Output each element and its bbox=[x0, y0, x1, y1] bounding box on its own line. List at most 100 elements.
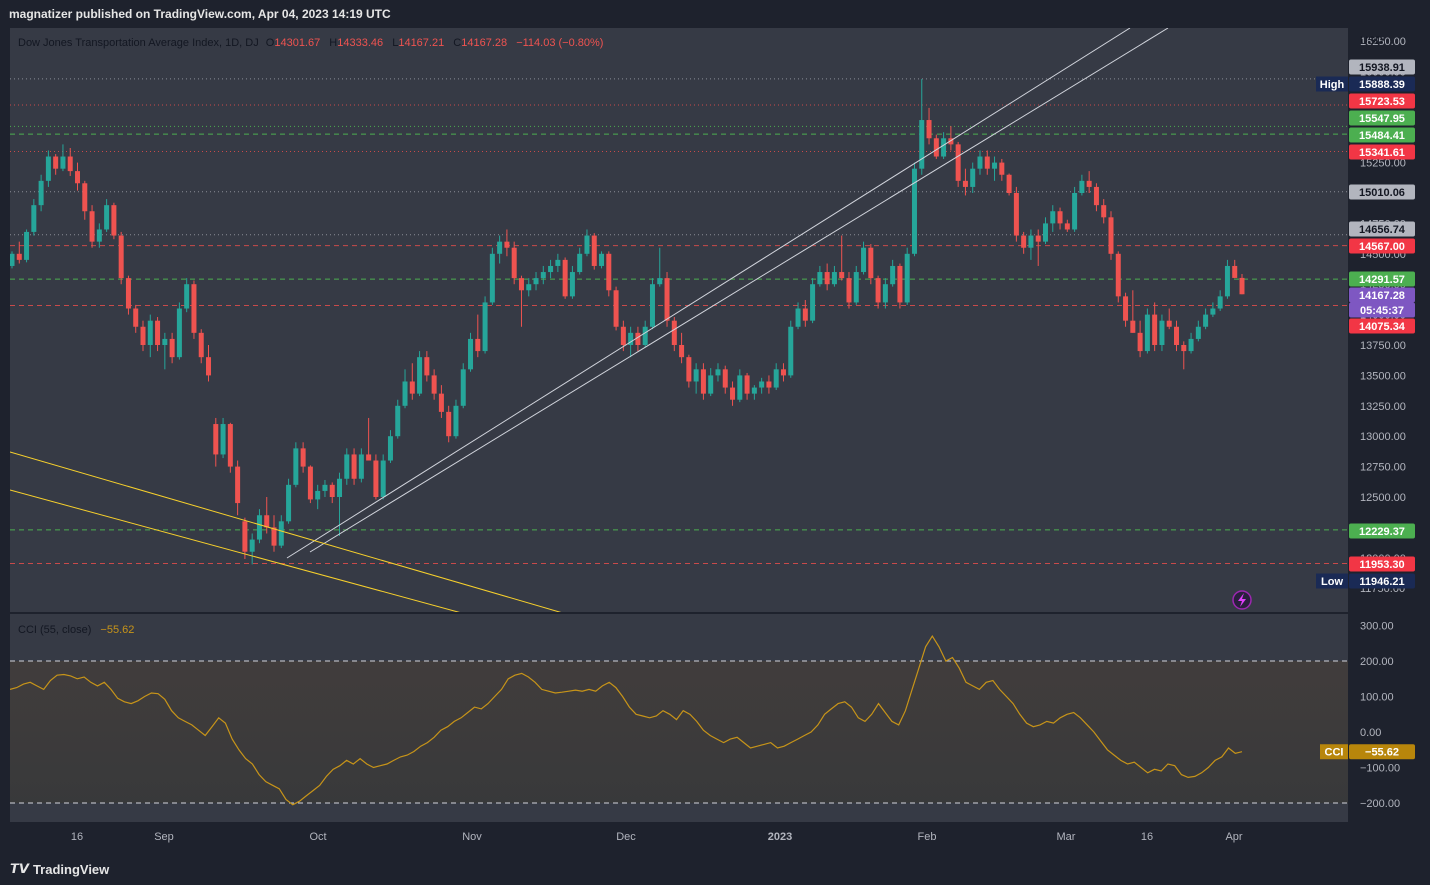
candle-body bbox=[780, 369, 786, 376]
price-label-box bbox=[1349, 144, 1415, 160]
candle-body bbox=[977, 156, 983, 169]
candle-body bbox=[293, 448, 299, 485]
pane-divider[interactable] bbox=[0, 612, 1430, 614]
candle-body bbox=[824, 272, 830, 285]
candle-body bbox=[526, 284, 532, 291]
candle-body bbox=[890, 265, 896, 285]
candle-body bbox=[329, 484, 335, 497]
candle-body bbox=[45, 156, 51, 181]
candle-body bbox=[169, 338, 175, 358]
candle-body bbox=[657, 278, 663, 285]
time-tick-label: 16 bbox=[71, 831, 83, 843]
candle-body bbox=[810, 284, 816, 321]
candle-body bbox=[875, 278, 881, 303]
cci-tag-box bbox=[1320, 744, 1348, 760]
candle-body bbox=[1130, 320, 1136, 333]
candle-body bbox=[460, 369, 466, 406]
price-label-box bbox=[1349, 556, 1415, 572]
candle-body bbox=[133, 308, 139, 327]
candle-body bbox=[1064, 223, 1070, 230]
price-label-text: 14567.00 bbox=[1359, 241, 1405, 253]
candle-body bbox=[962, 180, 968, 187]
candle-body bbox=[569, 272, 575, 297]
candle-body bbox=[176, 308, 182, 358]
candle-body bbox=[933, 138, 939, 157]
time-tick-label: Nov bbox=[462, 831, 482, 843]
cci-tick-label: 0.00 bbox=[1360, 727, 1381, 739]
candle-body bbox=[1006, 174, 1012, 193]
currency-label: USD bbox=[1360, 35, 1383, 47]
price-label-box bbox=[1349, 287, 1415, 303]
candle-body bbox=[751, 387, 757, 394]
price-tick-label: 13250.00 bbox=[1360, 401, 1406, 413]
cci-line bbox=[10, 634, 1243, 806]
candle-body bbox=[708, 375, 714, 394]
candle-body bbox=[104, 205, 110, 230]
publish-info: magnatizer published on TradingView.com,… bbox=[9, 7, 391, 21]
candle-body bbox=[424, 357, 430, 376]
candle-body bbox=[693, 369, 699, 382]
candle-body bbox=[511, 247, 517, 279]
candle-body bbox=[438, 393, 444, 412]
candle-body bbox=[140, 326, 146, 345]
candle-body bbox=[518, 278, 524, 291]
price-label-box bbox=[1349, 221, 1415, 237]
price-tick-label: 13000.00 bbox=[1360, 431, 1406, 443]
candle-body bbox=[911, 168, 917, 254]
cci-tick-label: 100.00 bbox=[1360, 692, 1394, 704]
candle-body bbox=[206, 357, 212, 376]
hi-lo-tag-text: Low bbox=[1321, 576, 1343, 588]
horizontal-levels bbox=[10, 78, 1348, 564]
time-axis[interactable]: 16 Sep Oct Nov Dec 2023 Feb Mar 16 Apr bbox=[71, 831, 1243, 843]
candle-body bbox=[904, 253, 910, 303]
candle-body bbox=[620, 326, 626, 345]
candle-body bbox=[489, 253, 495, 303]
candle-body bbox=[482, 302, 488, 352]
candle-body bbox=[235, 466, 241, 504]
candle-body bbox=[344, 454, 350, 479]
tradingview-logo-icon: ⁠𝙏𝙑 bbox=[10, 861, 29, 876]
candle-body bbox=[82, 183, 88, 212]
candle-body bbox=[548, 265, 554, 273]
candle-body bbox=[1035, 235, 1041, 242]
candle-body bbox=[897, 265, 903, 303]
hi-lo-tag-box bbox=[1316, 573, 1348, 589]
lightning-icon[interactable] bbox=[1232, 590, 1252, 610]
candle-body bbox=[642, 326, 648, 345]
candle-body bbox=[831, 272, 837, 285]
cci-axis[interactable]: 300.00 200.00 100.00 0.00 −100.00 −200.00 −55.… bbox=[1320, 621, 1415, 811]
hi-lo-tag-box bbox=[1316, 76, 1348, 92]
candle-body bbox=[1079, 180, 1085, 193]
candle-body bbox=[38, 180, 44, 206]
price-label-box bbox=[1349, 76, 1415, 92]
candle-body bbox=[322, 484, 328, 491]
price-label-text: 15723.53 bbox=[1359, 96, 1405, 108]
time-tick-label: 2023 bbox=[768, 831, 792, 843]
candle-body bbox=[1203, 314, 1209, 327]
candle-body bbox=[504, 241, 510, 248]
candle-body bbox=[649, 284, 655, 327]
trendlines-layer[interactable] bbox=[10, 28, 1169, 618]
time-tick-label: Oct bbox=[309, 831, 326, 843]
candle-body bbox=[366, 454, 372, 461]
cci-tag-text: CCI bbox=[1325, 747, 1344, 759]
candle-body bbox=[1050, 211, 1056, 224]
cci-tick-label: 200.00 bbox=[1360, 656, 1394, 668]
candle-body bbox=[788, 326, 794, 376]
price-label-box bbox=[1349, 573, 1415, 589]
tradingview-logo[interactable]: ⁠𝙏𝙑 TradingView bbox=[10, 861, 109, 877]
cci-tick-label: 300.00 bbox=[1360, 621, 1394, 633]
candle-body bbox=[16, 253, 22, 260]
candle-body bbox=[53, 156, 59, 169]
candle-body bbox=[1232, 265, 1238, 278]
candle-body bbox=[184, 284, 190, 309]
hi-lo-tag-text: High bbox=[1320, 79, 1345, 91]
price-label-text: 14075.34 bbox=[1359, 321, 1406, 333]
price-tick-label: 13750.00 bbox=[1360, 340, 1406, 352]
candle-body bbox=[75, 171, 81, 184]
candle-body bbox=[1021, 235, 1027, 248]
candle-body bbox=[431, 375, 437, 394]
candle-body bbox=[380, 460, 386, 497]
candle-body bbox=[1057, 211, 1063, 224]
